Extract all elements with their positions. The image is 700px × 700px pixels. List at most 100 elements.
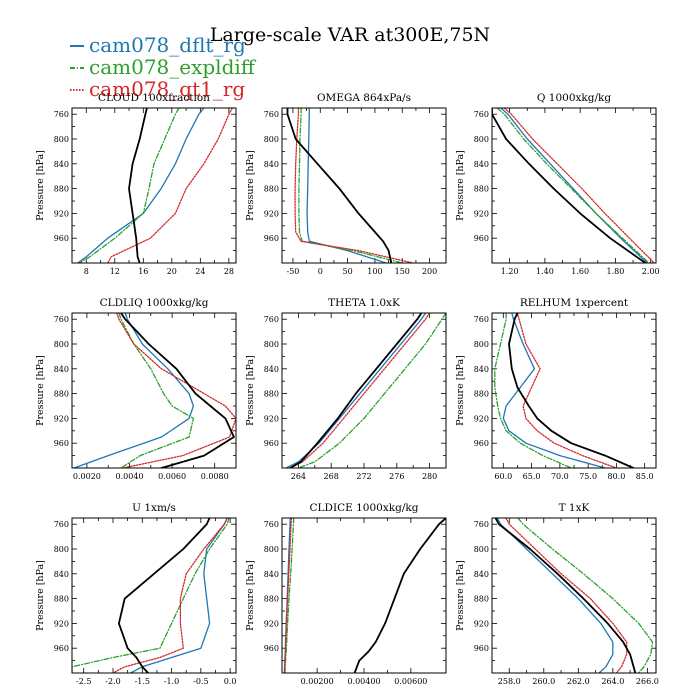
y-axis-label: Pressure [hPa] — [245, 355, 256, 426]
x-tick-label: 2.00 — [642, 267, 660, 276]
x-tick-label: 264 — [291, 472, 306, 481]
y-tick-label: 800 — [474, 545, 489, 554]
legend-label: cam078_dflt_rg — [89, 33, 246, 57]
x-tick-label: -0.5 — [193, 677, 208, 686]
legend-label: cam078_qt1_rg — [89, 77, 245, 101]
panel: CLDICE 1000xkg/kg Pressure [hPa] 760 800 840… — [245, 502, 447, 686]
series-line-cam078-qt1-rg — [283, 518, 293, 673]
plot-frame — [71, 107, 237, 264]
y-axis-label: Pressure [hPa] — [455, 355, 466, 426]
y-tick-label: 800 — [474, 340, 489, 349]
x-tick-label: 1.60 — [571, 267, 589, 276]
panel-title: U 1xm/s — [132, 502, 176, 514]
y-tick-label: 840 — [264, 570, 279, 579]
y-tick-label: 880 — [54, 390, 69, 399]
x-tick-label: 80.0 — [608, 472, 626, 481]
x-tick-label: -50 — [286, 267, 299, 276]
y-tick-label: 960 — [264, 234, 279, 243]
x-tick-label: 0 — [318, 267, 323, 276]
y-tick-label: 880 — [54, 595, 69, 604]
series-line-cam078-expldiff — [494, 313, 572, 468]
series-line-reference — [286, 108, 393, 263]
panel: T 1xK Pressure [hPa] 760 800 840 880 920 960 258… — [455, 502, 659, 686]
panel: U 1xm/s Pressure [hPa] 760 800 840 880 920 960 -… — [35, 502, 237, 686]
y-tick-label: 960 — [54, 644, 69, 653]
panel: CLOUD 100xfraction Pressure [hPa] 760 800 84… — [35, 92, 237, 276]
x-tick-label: -1.0 — [164, 677, 179, 686]
x-tick-label: 0.00400 — [347, 677, 380, 686]
y-tick-label: 960 — [54, 439, 69, 448]
series-line-cam078-dflt-rg — [502, 313, 606, 468]
y-tick-label: 840 — [474, 570, 489, 579]
x-tick-label: 150 — [395, 267, 410, 276]
series-line-cam078-qt1-rg — [107, 108, 234, 263]
x-tick-label: 1.80 — [607, 267, 625, 276]
y-tick-label: 800 — [474, 135, 489, 144]
y-tick-label: 800 — [54, 545, 69, 554]
y-tick-label: 760 — [54, 110, 69, 119]
y-tick-label: 840 — [54, 365, 69, 374]
x-tick-label: 0.0060 — [158, 472, 186, 481]
series-line-cam078-dflt-rg — [285, 313, 427, 468]
panel-title: CLDLIQ 1000xkg/kg — [100, 297, 209, 309]
x-tick-label: 272 — [356, 472, 371, 481]
series-line-cam078-dflt-rg — [500, 108, 648, 263]
panel-grid: CLOUD 100xfraction Pressure [hPa] 760 800 84… — [35, 92, 660, 686]
x-tick-label: 60.0 — [494, 472, 512, 481]
y-tick-label: 880 — [264, 595, 279, 604]
y-tick-label: 840 — [54, 160, 69, 169]
x-tick-label: 0.00200 — [301, 677, 334, 686]
series-line-cam078-expldiff — [118, 313, 195, 468]
series-line-cam078-expldiff — [517, 518, 654, 673]
y-tick-label: 840 — [264, 365, 279, 374]
x-tick-label: 100 — [367, 267, 382, 276]
series-line-cam078-qt1-rg — [116, 313, 236, 468]
series-line-cam078-dflt-rg — [496, 518, 614, 673]
y-tick-label: 960 — [474, 234, 489, 243]
x-tick-label: 1.20 — [501, 267, 519, 276]
y-tick-label: 840 — [54, 570, 69, 579]
x-tick-label: 65.0 — [523, 472, 541, 481]
x-tick-label: 0.0020 — [73, 472, 101, 481]
panel-title: RELHUM 1xpercent — [520, 297, 629, 309]
y-tick-label: 880 — [264, 390, 279, 399]
x-tick-label: 258.0 — [498, 677, 521, 686]
x-tick-label: 28 — [224, 267, 234, 276]
y-axis-label: Pressure [hPa] — [35, 560, 46, 631]
x-tick-label: 24 — [195, 267, 205, 276]
series-line-reference — [508, 313, 635, 468]
x-tick-label: 264.0 — [601, 677, 624, 686]
y-tick-label: 760 — [474, 520, 489, 529]
x-tick-label: -2.0 — [105, 677, 120, 686]
y-axis-label: Pressure [hPa] — [35, 355, 46, 426]
plot-frame — [71, 312, 237, 469]
y-tick-label: 960 — [54, 234, 69, 243]
panel: OMEGA 864xPa/s Pressure [hPa] 760 800 840 880… — [245, 92, 447, 276]
series-line-cam078-expldiff — [297, 313, 446, 468]
y-tick-label: 920 — [474, 619, 489, 628]
y-tick-label: 920 — [54, 414, 69, 423]
y-tick-label: 840 — [474, 365, 489, 374]
legend-label: cam078_expldiff — [89, 55, 257, 79]
y-tick-label: 760 — [54, 520, 69, 529]
series-line-reference — [118, 518, 211, 673]
plot-frame — [281, 312, 447, 469]
panel: CLDLIQ 1000xkg/kg Pressure [hPa] 760 800 840… — [35, 297, 237, 481]
series-line-cam078-qt1-rg — [289, 313, 431, 468]
series-line-reference — [492, 108, 647, 263]
x-tick-label: -1.5 — [135, 677, 150, 686]
y-tick-label: 920 — [54, 619, 69, 628]
series-line-cam078-expldiff — [72, 518, 230, 673]
y-axis-label: Pressure [hPa] — [455, 560, 466, 631]
y-tick-label: 880 — [474, 185, 489, 194]
y-tick-label: 840 — [264, 160, 279, 169]
x-tick-label: 85.0 — [636, 472, 654, 481]
x-tick-label: 16 — [138, 267, 148, 276]
x-tick-label: 8 — [84, 267, 89, 276]
x-tick-label: -2.5 — [76, 677, 91, 686]
y-tick-label: 800 — [54, 340, 69, 349]
panel-title: OMEGA 864xPa/s — [317, 92, 411, 104]
x-tick-label: 12 — [110, 267, 120, 276]
series-line-cam078-qt1-rg — [503, 108, 655, 263]
x-tick-label: 268 — [324, 472, 339, 481]
